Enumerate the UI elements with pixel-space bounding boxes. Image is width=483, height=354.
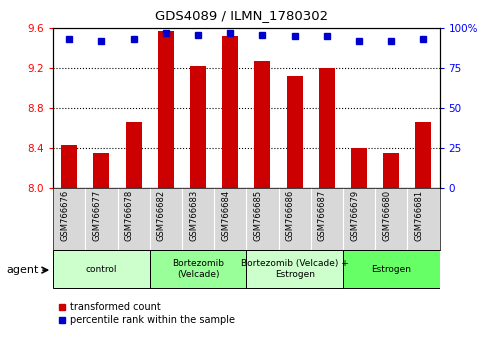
Bar [222, 36, 238, 188]
Bar [190, 66, 206, 188]
Text: Bortezomib (Velcade) +
Estrogen: Bortezomib (Velcade) + Estrogen [241, 259, 349, 279]
Text: GSM766682: GSM766682 [157, 189, 166, 241]
Text: control: control [85, 264, 117, 274]
Bar [150, 250, 246, 288]
Text: GSM766685: GSM766685 [254, 189, 262, 241]
Bar [61, 145, 77, 188]
Bar [53, 250, 150, 288]
Text: GSM766679: GSM766679 [350, 189, 359, 241]
Text: GSM766677: GSM766677 [92, 189, 101, 241]
Bar [93, 153, 110, 188]
Text: Estrogen: Estrogen [371, 264, 411, 274]
Bar [246, 250, 343, 288]
Text: Bortezomib
(Velcade): Bortezomib (Velcade) [172, 259, 224, 279]
Bar [126, 122, 142, 188]
Legend: transformed count, percentile rank within the sample: transformed count, percentile rank withi… [58, 302, 235, 325]
Bar [415, 122, 431, 188]
Text: GSM766683: GSM766683 [189, 189, 198, 241]
Bar [351, 148, 367, 188]
Bar [383, 153, 399, 188]
Text: GSM766680: GSM766680 [382, 189, 391, 241]
Text: GSM766687: GSM766687 [318, 189, 327, 241]
Text: GSM766686: GSM766686 [285, 189, 295, 241]
Text: GSM766681: GSM766681 [414, 189, 424, 241]
Bar [158, 31, 174, 188]
Bar [319, 68, 335, 188]
Bar [343, 250, 440, 288]
Text: GSM766684: GSM766684 [221, 189, 230, 241]
Text: agent: agent [6, 265, 39, 275]
Text: GDS4089 / ILMN_1780302: GDS4089 / ILMN_1780302 [155, 9, 328, 22]
Text: GSM766676: GSM766676 [60, 189, 69, 241]
Text: GSM766678: GSM766678 [125, 189, 134, 241]
Bar [286, 76, 303, 188]
Bar [255, 61, 270, 188]
